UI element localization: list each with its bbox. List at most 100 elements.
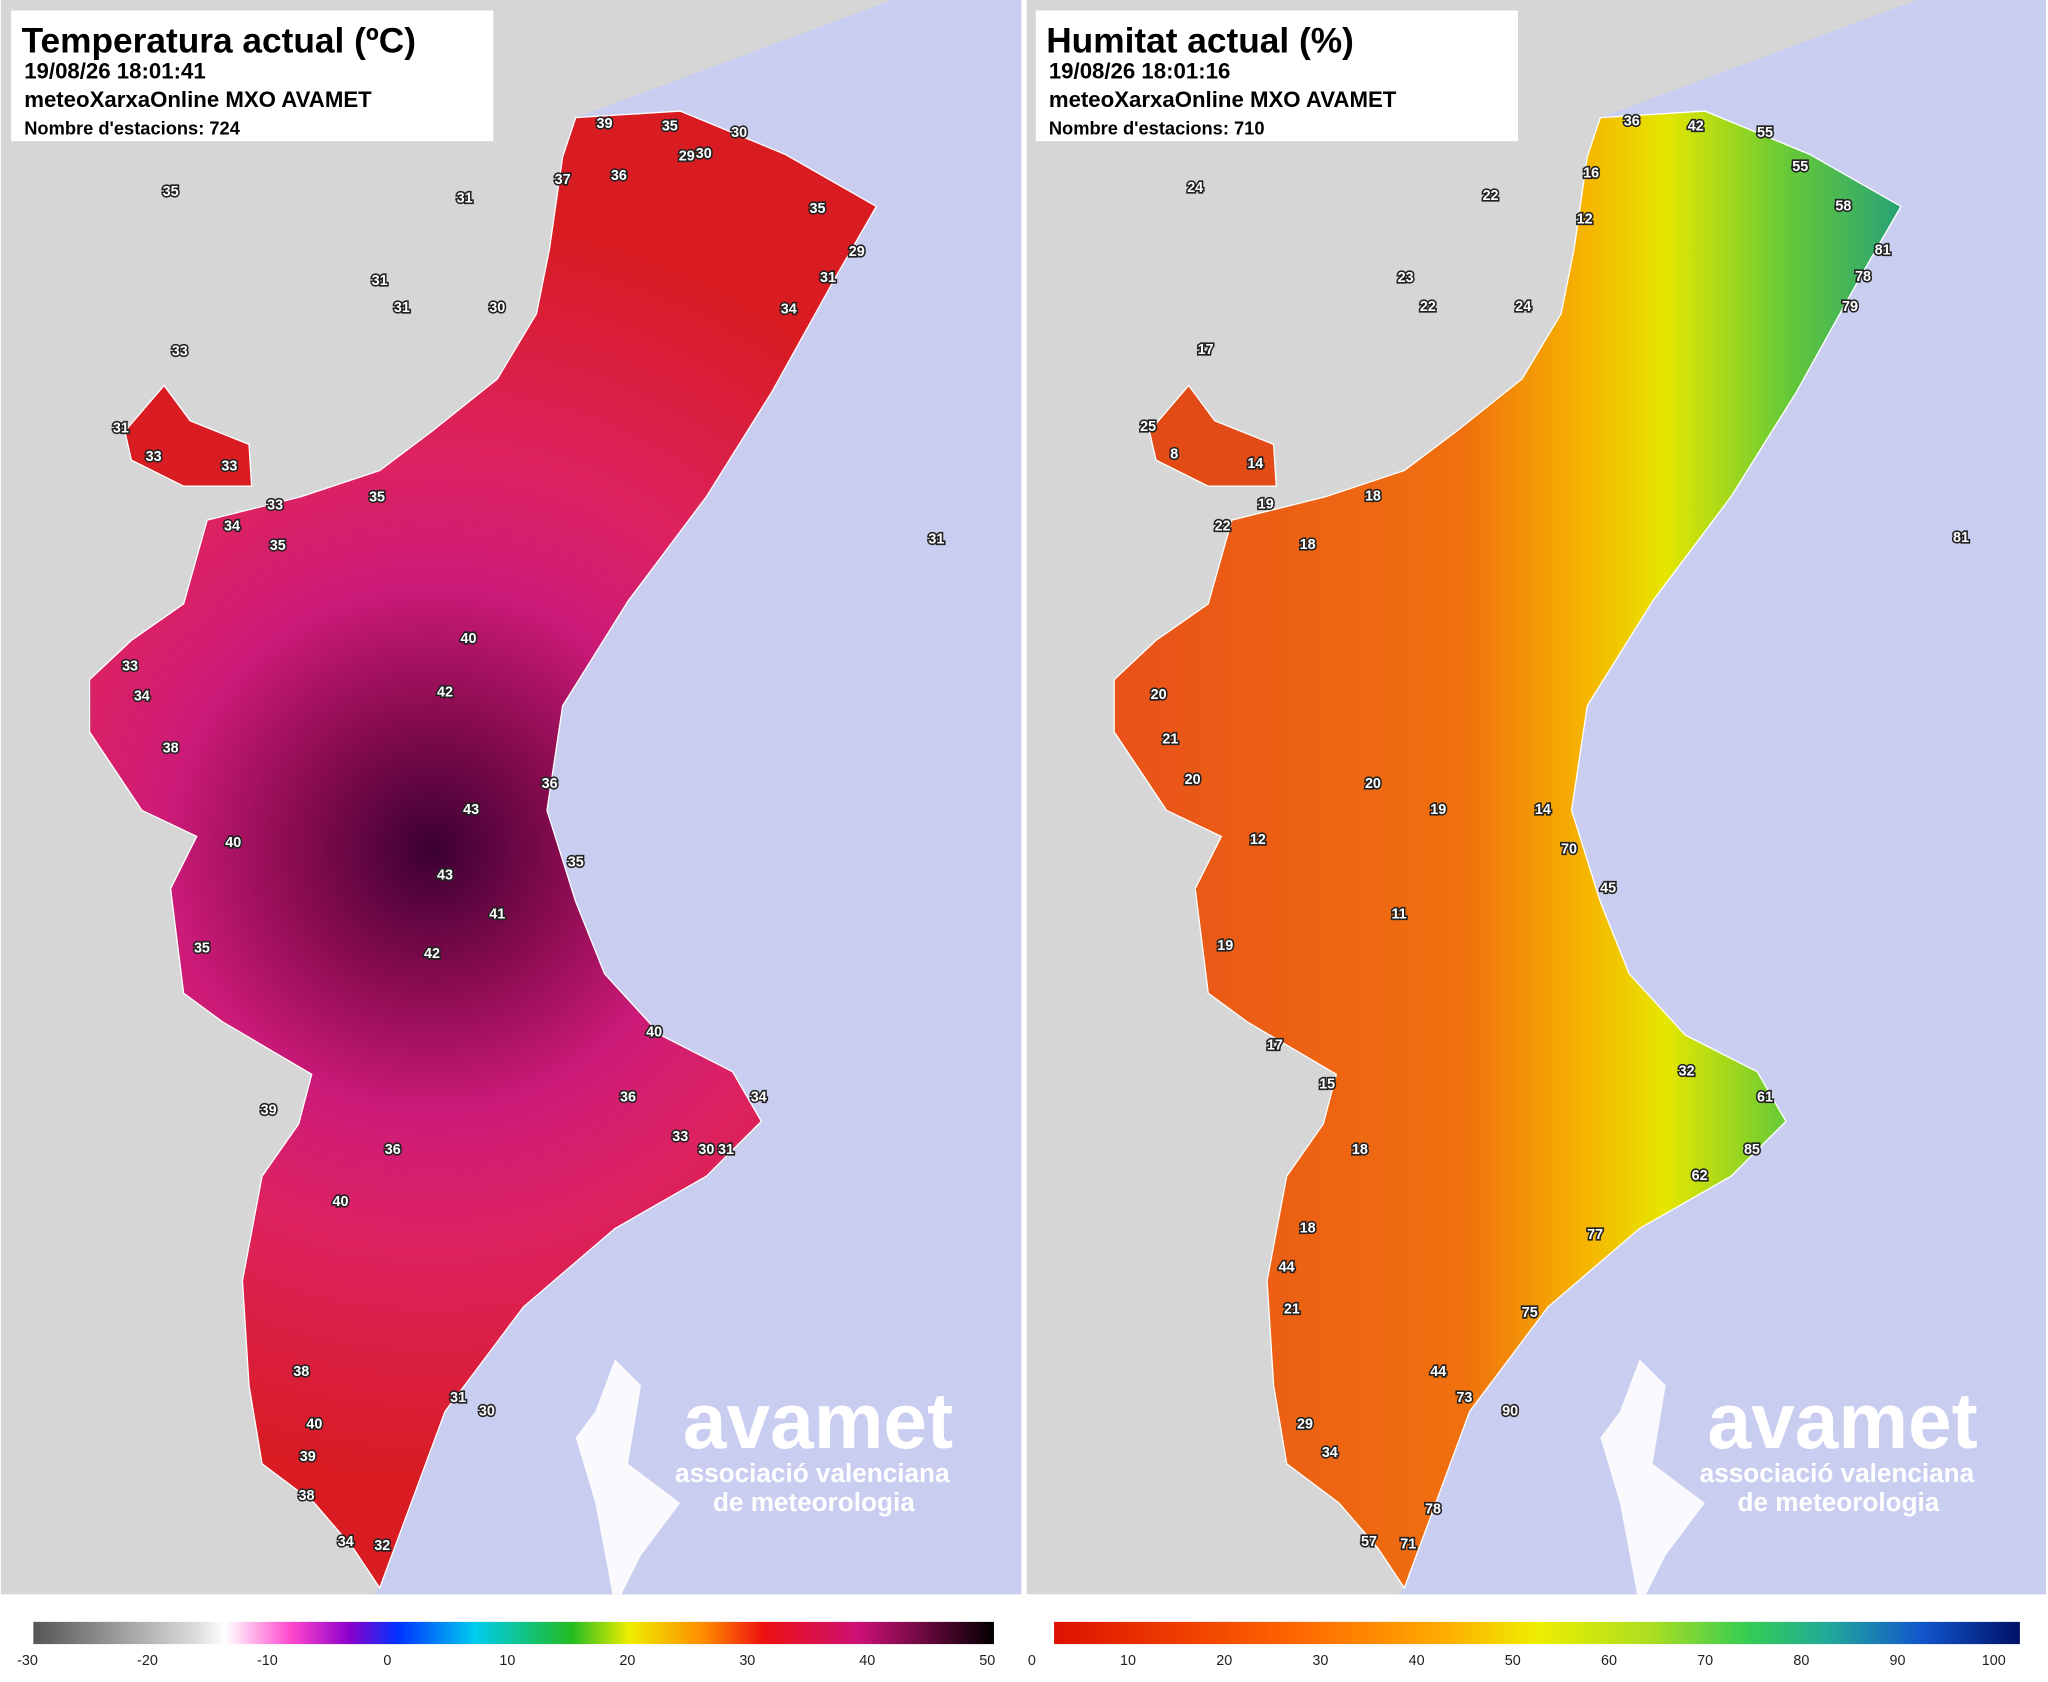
station-value: 16 xyxy=(1583,166,1599,182)
divider xyxy=(1021,0,1027,1682)
station-value: 45 xyxy=(1600,880,1616,896)
station-value: 22 xyxy=(1483,188,1499,204)
station-value: 36 xyxy=(620,1090,636,1106)
station-value: 78 xyxy=(1855,269,1871,285)
timestamp: 19/08/26 18:01:41 xyxy=(24,58,205,83)
colorbar-tick-label: 0 xyxy=(1028,1653,1036,1669)
source: meteoXarxaOnline MXO AVAMET xyxy=(24,87,372,112)
colorbar-tick-label: -30 xyxy=(17,1653,38,1669)
station-value: 39 xyxy=(261,1103,277,1119)
colorbar-tick-label: 50 xyxy=(1505,1653,1521,1669)
station-value: 25 xyxy=(1140,419,1156,435)
station-value: 37 xyxy=(555,172,571,188)
station-value: 15 xyxy=(1319,1077,1335,1093)
station-value: 34 xyxy=(781,302,797,318)
colorbar-tick-label: -20 xyxy=(137,1653,158,1669)
title: Temperatura actual (ºC) xyxy=(22,21,416,60)
station-value: 19 xyxy=(1430,802,1446,818)
logo-shape xyxy=(1600,1359,1705,1595)
station-value: 36 xyxy=(611,168,627,184)
station-value: 38 xyxy=(163,741,179,757)
station-value: 18 xyxy=(1365,488,1381,504)
station-value: 19 xyxy=(1217,938,1233,954)
station-value: 31 xyxy=(928,532,944,548)
station-value: 42 xyxy=(437,684,453,700)
station-value: 35 xyxy=(810,201,826,217)
station-value: 30 xyxy=(731,125,747,141)
station-value: 40 xyxy=(461,631,477,647)
station-value: 38 xyxy=(299,1488,315,1504)
station-value: 33 xyxy=(172,343,188,359)
station-value: 39 xyxy=(300,1449,316,1465)
station-value: 29 xyxy=(679,149,695,165)
colorbar-tick-label: 70 xyxy=(1697,1653,1713,1669)
station-value: 40 xyxy=(646,1024,662,1040)
station-value: 40 xyxy=(332,1194,348,1210)
logo-shape xyxy=(575,1359,681,1595)
station-value: 42 xyxy=(1688,119,1704,135)
logo-line: de meteorologia xyxy=(713,1487,915,1517)
station-value: 33 xyxy=(221,458,237,474)
station-value: 34 xyxy=(751,1090,767,1106)
station-value: 34 xyxy=(134,688,150,704)
station-value: 36 xyxy=(385,1142,401,1158)
station-value: 31 xyxy=(113,420,129,436)
colorbar-tick-label: 80 xyxy=(1793,1653,1809,1669)
station-value: 73 xyxy=(1456,1390,1472,1406)
station-value: 31 xyxy=(457,190,473,206)
station-value: 61 xyxy=(1757,1090,1773,1106)
station-value: 33 xyxy=(146,449,162,465)
station-value: 18 xyxy=(1300,1220,1316,1236)
region xyxy=(1113,110,1902,1590)
station-value: 20 xyxy=(1151,687,1167,703)
station-value: 36 xyxy=(542,776,558,792)
station-value: 22 xyxy=(1420,299,1436,315)
station-value: 30 xyxy=(479,1403,495,1419)
logo-line: associació valenciana xyxy=(1700,1458,1975,1488)
colorbar-tick-label: 10 xyxy=(1120,1653,1136,1669)
header-box xyxy=(11,10,494,142)
station-value: 33 xyxy=(672,1129,688,1145)
station-value: 14 xyxy=(1247,456,1263,472)
logo-name: avamet xyxy=(1708,1377,1978,1465)
colorbar-tick-label: 90 xyxy=(1890,1653,1906,1669)
station-value: 17 xyxy=(1198,342,1214,358)
colorbar-tick-label: 40 xyxy=(1409,1653,1425,1669)
station-value: 71 xyxy=(1400,1537,1416,1553)
station-value: 35 xyxy=(662,119,678,135)
station-value: 70 xyxy=(1561,841,1577,857)
station-value: 34 xyxy=(224,518,240,534)
station-count: Nombre d'estacions: 724 xyxy=(24,118,241,139)
station-value: 18 xyxy=(1352,1142,1368,1158)
station-value: 35 xyxy=(270,538,286,554)
station-value: 44 xyxy=(1430,1364,1446,1380)
station-value: 38 xyxy=(293,1364,309,1380)
station-value: 18 xyxy=(1300,537,1316,553)
station-value: 35 xyxy=(568,854,584,870)
sea xyxy=(1397,0,2047,1595)
sea xyxy=(373,0,1022,1595)
colorbar xyxy=(33,1621,994,1645)
source: meteoXarxaOnline MXO AVAMET xyxy=(1049,87,1397,112)
logo-line: associació valenciana xyxy=(675,1458,950,1488)
station-value: 35 xyxy=(194,941,210,957)
station-value: 78 xyxy=(1425,1501,1441,1517)
colorbar-tick-label: 30 xyxy=(739,1653,755,1669)
station-value: 41 xyxy=(489,907,505,923)
station-value: 19 xyxy=(1258,496,1274,512)
enclave xyxy=(124,384,253,487)
station-value: 35 xyxy=(163,184,179,200)
station-value: 31 xyxy=(394,300,410,316)
station-value: 58 xyxy=(1835,198,1851,214)
logo-line: de meteorologia xyxy=(1738,1487,1940,1517)
colorbar-tick-label: 20 xyxy=(619,1653,635,1669)
station-value: 24 xyxy=(1187,180,1203,196)
station-value: 77 xyxy=(1587,1227,1603,1243)
station-value: 36 xyxy=(1624,113,1640,129)
colorbar-tick-label: 30 xyxy=(1312,1653,1328,1669)
station-value: 79 xyxy=(1842,299,1858,315)
station-value: 30 xyxy=(489,300,505,316)
